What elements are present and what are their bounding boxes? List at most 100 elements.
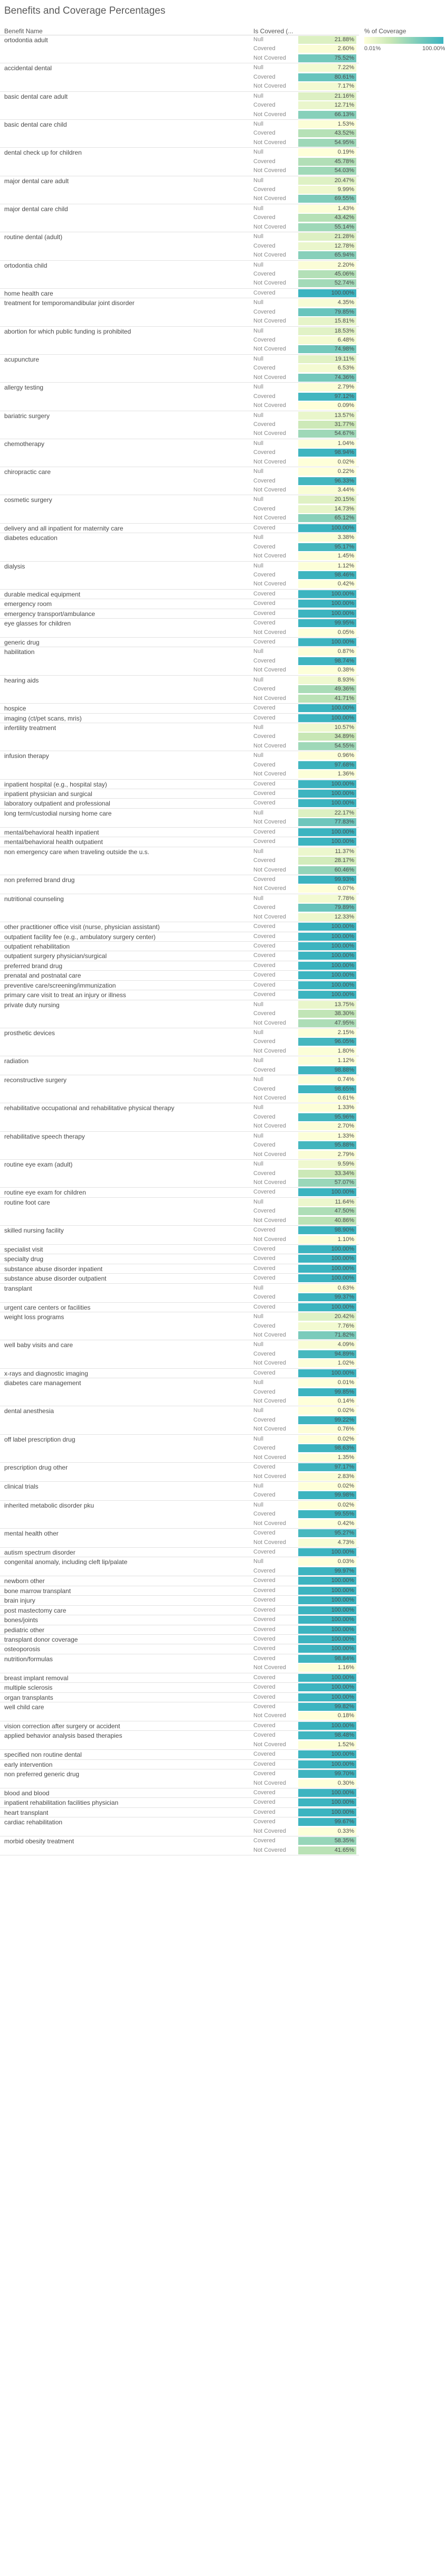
coverage-percent-cell[interactable]: 11.64% xyxy=(298,1198,356,1206)
benefit-row[interactable]: prescription drug other Covered 97.17% Not … xyxy=(0,1463,359,1482)
benefit-row[interactable]: habilitation Null 0.87% Covered 98.74% Not Co… xyxy=(0,647,359,676)
coverage-percent-cell[interactable]: 1.02% xyxy=(298,1359,356,1368)
benefit-row[interactable]: organ transplants Covered 100.00% xyxy=(0,1693,359,1702)
benefit-row[interactable]: applied behavior analysis based therapie… xyxy=(0,1731,359,1750)
coverage-percent-cell[interactable]: 98.88% xyxy=(298,1066,356,1074)
coverage-percent-cell[interactable]: 99.97% xyxy=(298,1567,356,1575)
coverage-percent-cell[interactable]: 0.61% xyxy=(298,1094,356,1102)
benefit-row[interactable]: cardiac rehabilitation Covered 99.67% Not C… xyxy=(0,1817,359,1837)
coverage-percent-cell[interactable]: 99.95% xyxy=(298,619,356,628)
benefit-row[interactable]: home health care Covered 100.00% xyxy=(0,289,359,299)
coverage-percent-cell[interactable]: 2.60% xyxy=(298,45,356,53)
benefit-row[interactable]: mental/behavioral health outpatient Cover… xyxy=(0,837,359,847)
coverage-percent-cell[interactable]: 65.12% xyxy=(298,514,356,523)
coverage-percent-cell[interactable]: 97.12% xyxy=(298,392,356,401)
coverage-percent-cell[interactable]: 1.12% xyxy=(298,562,356,570)
coverage-percent-cell[interactable]: 99.55% xyxy=(298,1510,356,1519)
coverage-percent-cell[interactable]: 1.33% xyxy=(298,1132,356,1140)
benefit-row[interactable]: blood and blood Covered 100.00% xyxy=(0,1788,359,1798)
coverage-percent-cell[interactable]: 100.00% xyxy=(298,1645,356,1653)
benefit-row[interactable]: long term/custodial nursing home care Nul… xyxy=(0,809,359,828)
coverage-percent-cell[interactable]: 9.59% xyxy=(298,1160,356,1169)
coverage-percent-cell[interactable]: 11.37% xyxy=(298,847,356,856)
coverage-percent-cell[interactable]: 100.00% xyxy=(298,524,356,532)
coverage-percent-cell[interactable]: 100.00% xyxy=(298,1625,356,1634)
coverage-percent-cell[interactable]: 98.74% xyxy=(298,657,356,665)
coverage-percent-cell[interactable]: 34.89% xyxy=(298,733,356,741)
coverage-percent-cell[interactable]: 0.22% xyxy=(298,468,356,476)
benefit-row[interactable]: dental anesthesia Null 0.02% Covered 99.22% N… xyxy=(0,1406,359,1435)
coverage-percent-cell[interactable]: 100.00% xyxy=(298,1808,356,1816)
benefit-row[interactable]: x-rays and diagnostic imaging Covered 100.… xyxy=(0,1369,359,1379)
coverage-percent-cell[interactable]: 75.52% xyxy=(298,54,356,62)
coverage-percent-cell[interactable]: 0.87% xyxy=(298,648,356,656)
benefit-row[interactable]: mental/behavioral health inpatient Covere… xyxy=(0,828,359,838)
coverage-percent-cell[interactable]: 13.75% xyxy=(298,1000,356,1009)
coverage-percent-cell[interactable]: 0.02% xyxy=(298,1435,356,1443)
benefit-row[interactable]: bariatric surgery Null 13.57% Covered 31.77%… xyxy=(0,411,359,439)
coverage-percent-cell[interactable]: 98.65% xyxy=(298,1085,356,1093)
coverage-percent-cell[interactable]: 98.84% xyxy=(298,1654,356,1663)
benefit-row[interactable]: non emergency care when traveling outsid… xyxy=(0,847,359,875)
coverage-percent-cell[interactable]: 98.63% xyxy=(298,1444,356,1453)
benefit-row[interactable]: accidental dental Null 7.22% Covered 80.61% N… xyxy=(0,63,359,92)
benefit-row[interactable]: routine dental (adult) Null 21.28% Covered 1… xyxy=(0,232,359,261)
coverage-percent-cell[interactable]: 31.77% xyxy=(298,420,356,429)
coverage-percent-cell[interactable]: 0.38% xyxy=(298,666,356,675)
coverage-percent-cell[interactable]: 66.13% xyxy=(298,110,356,119)
coverage-percent-cell[interactable]: 95.88% xyxy=(298,1141,356,1150)
benefit-row[interactable]: rehabilitative speech therapy Null 1.33% Co… xyxy=(0,1132,359,1160)
coverage-percent-cell[interactable]: 79.89% xyxy=(298,904,356,912)
benefit-row[interactable]: well child care Covered 99.82% Not Covered 0… xyxy=(0,1702,359,1721)
benefit-row[interactable]: abortion for which public funding is pro… xyxy=(0,327,359,355)
coverage-percent-cell[interactable]: 0.02% xyxy=(298,1407,356,1415)
coverage-percent-cell[interactable]: 0.02% xyxy=(298,1482,356,1490)
coverage-percent-cell[interactable]: 1.16% xyxy=(298,1664,356,1672)
benefit-row[interactable]: private duty nursing Null 13.75% Covered 38.… xyxy=(0,1000,359,1028)
coverage-percent-cell[interactable]: 100.00% xyxy=(298,1586,356,1595)
coverage-percent-cell[interactable]: 40.86% xyxy=(298,1216,356,1225)
benefit-row[interactable]: outpatient facility fee (e.g., ambulator… xyxy=(0,932,359,942)
coverage-percent-cell[interactable]: 100.00% xyxy=(298,828,356,836)
coverage-percent-cell[interactable]: 7.22% xyxy=(298,64,356,72)
benefit-row[interactable]: breast implant removal Covered 100.00% xyxy=(0,1673,359,1683)
coverage-percent-cell[interactable]: 69.55% xyxy=(298,195,356,203)
coverage-percent-cell[interactable]: 0.02% xyxy=(298,458,356,466)
benefit-row[interactable]: eye glasses for children Covered 99.95% Not… xyxy=(0,619,359,638)
is-covered-header[interactable]: Is Covered (... xyxy=(253,27,293,35)
coverage-percent-cell[interactable]: 100.00% xyxy=(298,838,356,846)
coverage-percent-cell[interactable]: 74.98% xyxy=(298,345,356,354)
coverage-percent-cell[interactable]: 95.27% xyxy=(298,1529,356,1538)
coverage-percent-cell[interactable]: 45.78% xyxy=(298,157,356,166)
coverage-percent-cell[interactable]: 1.35% xyxy=(298,1453,356,1462)
benefit-row[interactable]: routine eye exam for children Covered 100.… xyxy=(0,1188,359,1198)
benefit-row[interactable]: allergy testing Null 2.79% Covered 97.12% Not… xyxy=(0,383,359,411)
benefit-row[interactable]: diabetes education Null 3.38% Covered 95.17%… xyxy=(0,533,359,562)
coverage-percent-cell[interactable]: 100.00% xyxy=(298,780,356,788)
benefit-row[interactable]: preventive care/screening/immunization Co… xyxy=(0,981,359,991)
benefit-row[interactable]: ortodontia adult Null 21.88% Covered 2.60% No… xyxy=(0,35,359,64)
coverage-percent-cell[interactable]: 100.00% xyxy=(298,1788,356,1797)
benefit-row[interactable]: emergency transport/ambulance Covered 100.… xyxy=(0,609,359,619)
benefit-row[interactable]: non preferred brand drug Covered 99.93% Not… xyxy=(0,875,359,894)
coverage-percent-cell[interactable]: 79.85% xyxy=(298,308,356,316)
coverage-percent-cell[interactable]: 100.00% xyxy=(298,704,356,713)
benefit-row[interactable]: substance abuse disorder outpatient Cover… xyxy=(0,1274,359,1284)
coverage-percent-cell[interactable]: 28.17% xyxy=(298,857,356,865)
coverage-percent-cell[interactable]: 100.00% xyxy=(298,961,356,970)
coverage-percent-cell[interactable]: 4.73% xyxy=(298,1538,356,1547)
benefit-row[interactable]: rehabilitative occupational and rehabili… xyxy=(0,1103,359,1132)
benefit-row[interactable]: inpatient rehabilitation facilities phys… xyxy=(0,1798,359,1808)
benefit-row[interactable]: clinical trials Null 0.02% Covered 99.98% xyxy=(0,1482,359,1501)
coverage-percent-cell[interactable]: 20.47% xyxy=(298,176,356,185)
coverage-percent-cell[interactable]: 43.52% xyxy=(298,129,356,138)
benefit-row[interactable]: treatment for temporomandibular joint di… xyxy=(0,298,359,327)
coverage-percent-cell[interactable]: 3.38% xyxy=(298,534,356,542)
benefit-row[interactable]: major dental care adult Null 20.47% Covered… xyxy=(0,176,359,204)
coverage-percent-cell[interactable]: 2.83% xyxy=(298,1472,356,1481)
coverage-percent-cell[interactable]: 99.22% xyxy=(298,1416,356,1424)
coverage-percent-cell[interactable]: 20.42% xyxy=(298,1313,356,1321)
benefit-row[interactable]: prosthetic devices Null 2.15% Covered 96.05%… xyxy=(0,1028,359,1057)
coverage-percent-cell[interactable]: 57.07% xyxy=(298,1178,356,1187)
coverage-percent-cell[interactable]: 0.01% xyxy=(298,1379,356,1387)
